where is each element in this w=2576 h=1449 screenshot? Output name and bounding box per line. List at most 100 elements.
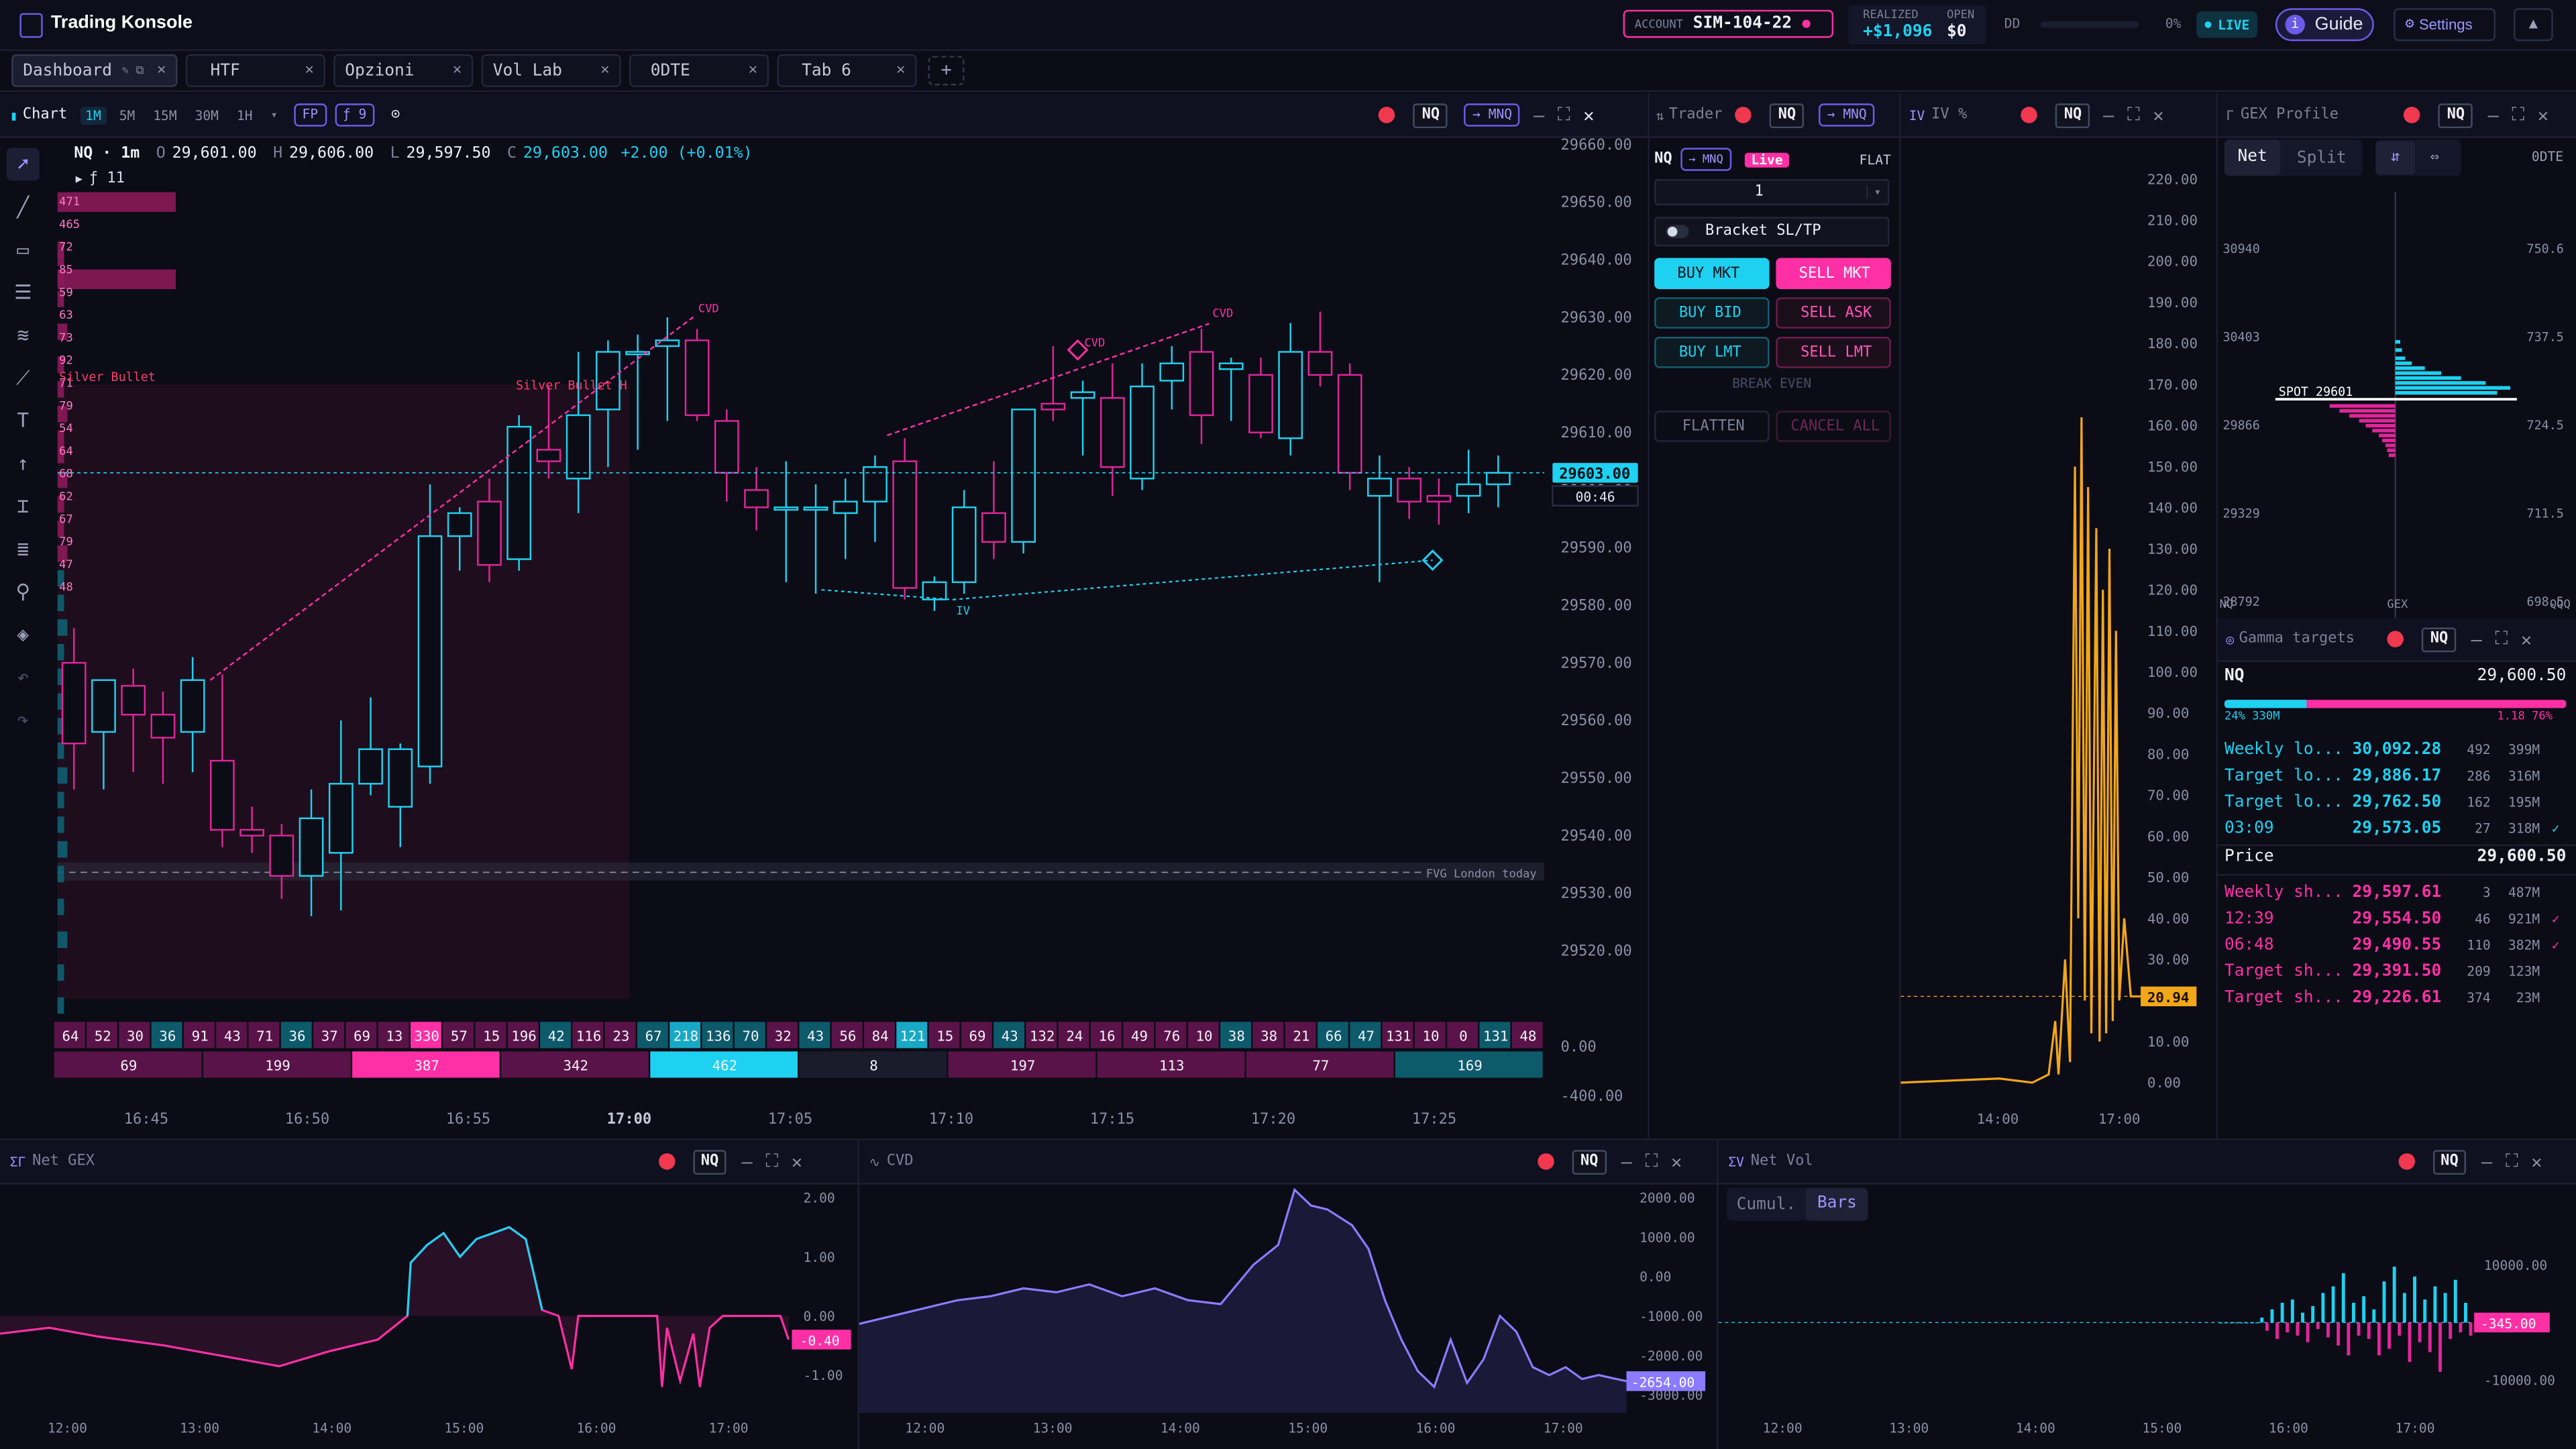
- close-icon[interactable]: ✕: [2531, 1150, 2542, 1173]
- close-icon[interactable]: ✕: [748, 62, 757, 79]
- tf-15m[interactable]: 15M: [153, 107, 177, 123]
- tab-tab-6[interactable]: Tab 6 ✕: [777, 54, 917, 87]
- record-icon[interactable]: [1538, 1153, 1554, 1170]
- symbol-tag[interactable]: NQ: [2438, 103, 2473, 127]
- measure-icon[interactable]: ⌶: [17, 494, 30, 518]
- buy-market-button[interactable]: BUY MKT: [1654, 258, 1770, 290]
- text-icon[interactable]: T: [17, 409, 30, 433]
- maximize-icon[interactable]: ⛶: [2505, 1150, 2518, 1172]
- symbol-tag[interactable]: NQ: [692, 1149, 727, 1174]
- layers-icon[interactable]: ◈: [17, 623, 30, 646]
- list-item[interactable]: Weekly lo... 30,092.28 492 399M: [2224, 736, 2573, 762]
- magnet-icon[interactable]: ⚲: [15, 580, 31, 603]
- minimize-icon[interactable]: —: [741, 1150, 753, 1173]
- maximize-icon[interactable]: ⛶: [1645, 1150, 1658, 1172]
- symbol-tag[interactable]: NQ: [2055, 103, 2090, 127]
- iv-chart[interactable]: 220.00 210.00 200.00 190.00 180.00 170.00 160.…: [1900, 136, 2216, 1138]
- minimize-icon[interactable]: —: [2487, 104, 2499, 126]
- sell-market-button[interactable]: SELL MKT: [1776, 258, 1891, 290]
- bracket-toggle[interactable]: Bracket SL/TP: [1654, 217, 1890, 247]
- hlines-icon[interactable]: ☰: [14, 280, 32, 305]
- link-tag[interactable]: → MNQ: [1819, 103, 1875, 127]
- minimize-icon[interactable]: —: [2471, 628, 2482, 650]
- cursor-icon[interactable]: ➚: [6, 148, 40, 181]
- tab-htf[interactable]: HTF ✕: [185, 54, 325, 87]
- minimize-icon[interactable]: —: [2103, 104, 2114, 126]
- break-even-button[interactable]: BREAK EVEN: [1732, 376, 1812, 391]
- list-item[interactable]: Target lo... 29,886.17 286 316M: [2224, 762, 2573, 788]
- record-icon[interactable]: [2387, 631, 2404, 647]
- tab-split[interactable]: Split: [2296, 148, 2347, 167]
- symbol-tag[interactable]: NQ: [1413, 103, 1448, 127]
- tab-vol-lab[interactable]: Vol Lab ✕: [481, 54, 621, 87]
- net-gex-chart[interactable]: 2.00 1.00 0.00 -1.00 12:00 13:00 14:00 15:00 16:…: [0, 1183, 857, 1449]
- maximize-icon[interactable]: ⛶: [765, 1150, 779, 1172]
- tab-0dte[interactable]: 0DTE ✕: [629, 54, 769, 87]
- close-icon[interactable]: ✕: [157, 62, 166, 79]
- tab-dashboard[interactable]: Dashboard ✎ ⧉ ✕: [11, 54, 178, 87]
- vertical-icon[interactable]: ⇵: [2375, 141, 2416, 174]
- cancel-all-button[interactable]: CANCEL ALL: [1776, 411, 1891, 442]
- symbol-tag[interactable]: NQ: [2422, 627, 2457, 652]
- price-chart[interactable]: FVG London today 471 465 72 85 59 63 73 92 71 79 54…: [0, 94, 1648, 1139]
- tab-net[interactable]: Net: [2224, 140, 2281, 176]
- record-icon[interactable]: [2398, 1153, 2414, 1170]
- tf-1m[interactable]: 1M: [80, 105, 107, 124]
- live-mode-badge[interactable]: Live: [1744, 152, 1790, 167]
- account-selector[interactable]: ACCOUNT SIM-104-22: [1623, 9, 1834, 38]
- close-icon[interactable]: ✕: [452, 62, 462, 79]
- rectangle-icon[interactable]: ▭: [17, 238, 30, 262]
- notes-icon[interactable]: ≣: [17, 537, 30, 561]
- toggle-switch[interactable]: [1666, 225, 1689, 239]
- tf-30m[interactable]: 30M: [195, 107, 219, 123]
- buy-limit-button[interactable]: BUY LMT: [1654, 337, 1770, 368]
- record-icon[interactable]: [2021, 107, 2038, 123]
- close-icon[interactable]: ✕: [2520, 628, 2532, 650]
- settings-button[interactable]: ⚙ Settings: [2394, 8, 2496, 42]
- fib-icon[interactable]: ≋: [17, 323, 30, 347]
- undo-icon[interactable]: ↶: [17, 665, 30, 689]
- record-icon[interactable]: [1735, 107, 1752, 123]
- symbol-tag[interactable]: NQ: [1572, 1149, 1607, 1174]
- indicator-toggle[interactable]: ▶ ƒ 11: [76, 171, 125, 187]
- horizontal-icon[interactable]: ⇔: [2430, 149, 2440, 166]
- sell-ask-button[interactable]: SELL ASK: [1776, 297, 1891, 329]
- record-icon[interactable]: [658, 1153, 675, 1170]
- collapse-up-icon[interactable]: ▲: [2513, 8, 2553, 42]
- symbol-tag[interactable]: NQ: [1770, 103, 1805, 127]
- close-icon[interactable]: ✕: [2537, 104, 2548, 126]
- flatten-button[interactable]: FLATTEN: [1654, 411, 1770, 442]
- list-item[interactable]: 06:48 29,490.55 110 382M ✓: [2224, 932, 2573, 958]
- polyline-icon[interactable]: ⟋: [15, 365, 30, 389]
- qty-input[interactable]: 1 ▾: [1654, 178, 1890, 206]
- close-icon[interactable]: ✕: [896, 62, 906, 79]
- tab-opzioni[interactable]: Opzioni ✕: [333, 54, 474, 87]
- buy-bid-button[interactable]: BUY BID: [1654, 297, 1770, 329]
- edit-icon[interactable]: ✎ ⧉: [121, 63, 144, 76]
- trendline-icon[interactable]: ╱: [17, 195, 30, 219]
- close-icon[interactable]: ✕: [305, 62, 314, 79]
- sell-limit-button[interactable]: SELL LMT: [1776, 337, 1891, 368]
- tf-5m[interactable]: 5M: [119, 107, 136, 123]
- list-item[interactable]: Target sh... 29,226.61 374 23M: [2224, 984, 2573, 1010]
- record-icon[interactable]: [2404, 107, 2421, 123]
- link-tag[interactable]: → MNQ: [1464, 103, 1521, 127]
- list-item[interactable]: 12:39 29,554.50 46 921M ✓: [2224, 905, 2573, 931]
- maximize-icon[interactable]: ⛶: [2512, 103, 2525, 125]
- close-icon[interactable]: ✕: [1670, 1150, 1682, 1173]
- list-item[interactable]: Target lo... 29,762.50 162 195M: [2224, 789, 2573, 815]
- list-item[interactable]: 03:09 29,573.05 27 318M ✓: [2224, 815, 2573, 841]
- minimize-icon[interactable]: —: [1533, 104, 1545, 126]
- maximize-icon[interactable]: ⛶: [2127, 103, 2140, 125]
- cvd-chart[interactable]: 2000.00 1000.00 0.00 -1000.00 -2000.00 -3000.…: [859, 1183, 1717, 1449]
- list-item[interactable]: Weekly sh... 29,597.61 3 487M: [2224, 879, 2573, 905]
- guide-button[interactable]: i Guide: [2275, 8, 2374, 42]
- trader-link[interactable]: → MNQ: [1680, 148, 1732, 171]
- list-item[interactable]: Target sh... 29,391.50 209 123M: [2224, 958, 2573, 984]
- redo-icon[interactable]: ↷: [17, 708, 30, 731]
- symbol-tag[interactable]: NQ: [2432, 1149, 2467, 1174]
- add-tab-button[interactable]: +: [928, 56, 965, 86]
- close-icon[interactable]: ✕: [600, 62, 610, 79]
- fp-toggle[interactable]: FP: [294, 103, 327, 127]
- minimize-icon[interactable]: —: [1621, 1150, 1632, 1173]
